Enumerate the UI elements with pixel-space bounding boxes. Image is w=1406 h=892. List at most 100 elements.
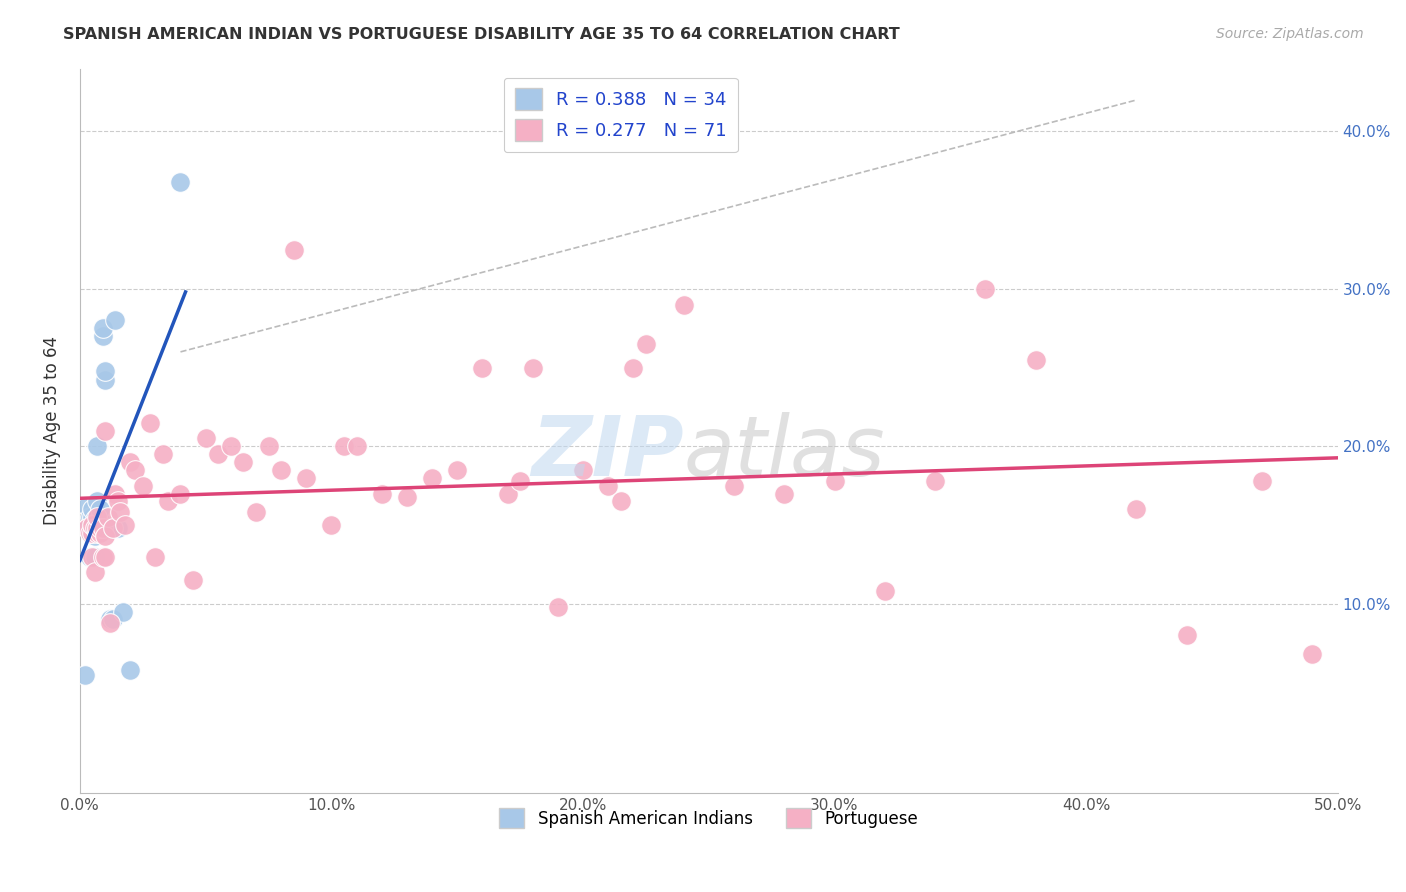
- Point: [420, 471, 443, 485]
- Point: [107, 521, 129, 535]
- Point: [82, 513, 104, 527]
- Point: [107, 494, 129, 508]
- Point: [79, 523, 101, 537]
- Point: [101, 612, 124, 626]
- Point: [283, 243, 305, 257]
- Point: [143, 549, 166, 564]
- Point: [333, 439, 356, 453]
- Point: [89, 512, 111, 526]
- Point: [598, 478, 620, 492]
- Point: [1251, 474, 1274, 488]
- Point: [1301, 647, 1323, 661]
- Point: [86, 525, 108, 540]
- Text: Source: ZipAtlas.com: Source: ZipAtlas.com: [1216, 27, 1364, 41]
- Text: SPANISH AMERICAN INDIAN VS PORTUGUESE DISABILITY AGE 35 TO 64 CORRELATION CHART: SPANISH AMERICAN INDIAN VS PORTUGUESE DI…: [63, 27, 900, 42]
- Point: [86, 515, 108, 529]
- Point: [124, 463, 146, 477]
- Point: [547, 599, 569, 614]
- Point: [89, 521, 111, 535]
- Point: [114, 518, 136, 533]
- Point: [91, 549, 114, 564]
- Point: [169, 175, 191, 189]
- Point: [621, 360, 644, 375]
- Point: [82, 525, 104, 540]
- Point: [91, 329, 114, 343]
- Point: [94, 529, 117, 543]
- Point: [120, 663, 142, 677]
- Point: [152, 447, 174, 461]
- Point: [84, 521, 107, 535]
- Point: [1025, 352, 1047, 367]
- Point: [194, 432, 217, 446]
- Point: [132, 478, 155, 492]
- Text: ZIP: ZIP: [531, 412, 683, 492]
- Point: [84, 529, 107, 543]
- Point: [89, 502, 111, 516]
- Point: [76, 499, 98, 513]
- Point: [207, 447, 229, 461]
- Point: [94, 373, 117, 387]
- Point: [91, 321, 114, 335]
- Point: [96, 521, 118, 535]
- Point: [82, 521, 104, 535]
- Point: [873, 584, 896, 599]
- Point: [86, 510, 108, 524]
- Point: [86, 521, 108, 535]
- Point: [89, 525, 111, 540]
- Point: [76, 521, 98, 535]
- Point: [219, 439, 242, 453]
- Point: [84, 566, 107, 580]
- Point: [82, 518, 104, 533]
- Point: [84, 521, 107, 535]
- Point: [346, 439, 368, 453]
- Point: [169, 486, 191, 500]
- Point: [79, 549, 101, 564]
- Point: [471, 360, 494, 375]
- Point: [156, 494, 179, 508]
- Point: [924, 474, 946, 488]
- Point: [82, 549, 104, 564]
- Point: [295, 471, 318, 485]
- Point: [91, 521, 114, 535]
- Point: [108, 505, 131, 519]
- Point: [509, 474, 531, 488]
- Point: [84, 512, 107, 526]
- Point: [89, 521, 111, 535]
- Point: [609, 494, 631, 508]
- Text: atlas: atlas: [683, 412, 886, 492]
- Point: [79, 525, 101, 540]
- Point: [73, 667, 96, 681]
- Point: [94, 549, 117, 564]
- Point: [89, 525, 111, 540]
- Point: [245, 505, 267, 519]
- Y-axis label: Disability Age 35 to 64: Disability Age 35 to 64: [44, 336, 60, 525]
- Point: [773, 486, 796, 500]
- Point: [76, 521, 98, 535]
- Point: [86, 494, 108, 508]
- Point: [634, 337, 657, 351]
- Point: [522, 360, 544, 375]
- Point: [96, 510, 118, 524]
- Point: [371, 486, 394, 500]
- Point: [270, 463, 292, 477]
- Point: [104, 486, 127, 500]
- Point: [974, 282, 997, 296]
- Point: [446, 463, 468, 477]
- Point: [672, 298, 695, 312]
- Point: [120, 455, 142, 469]
- Point: [257, 439, 280, 453]
- Point: [1125, 502, 1147, 516]
- Point: [79, 510, 101, 524]
- Point: [94, 364, 117, 378]
- Point: [98, 615, 121, 630]
- Point: [395, 490, 418, 504]
- Legend: Spanish American Indians, Portuguese: Spanish American Indians, Portuguese: [492, 801, 925, 835]
- Point: [82, 502, 104, 516]
- Point: [94, 424, 117, 438]
- Point: [723, 478, 745, 492]
- Point: [496, 486, 519, 500]
- Point: [232, 455, 254, 469]
- Point: [86, 521, 108, 535]
- Point: [84, 549, 107, 564]
- Point: [181, 573, 204, 587]
